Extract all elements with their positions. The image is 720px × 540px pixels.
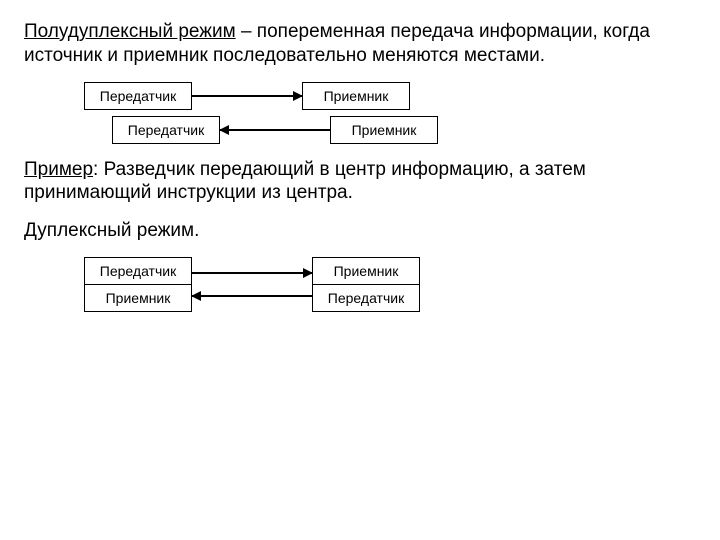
d1-r2-connector	[220, 129, 330, 131]
d2-right-top-box: Приемник	[312, 257, 420, 285]
d1-r1-left-box: Передатчик	[84, 82, 192, 110]
arrow-right-icon	[303, 268, 313, 278]
d2-left-bottom-box: Приемник	[84, 285, 192, 312]
duplex-heading: Дуплексный режим.	[24, 219, 696, 243]
d2-right-bottom-box: Передатчик	[312, 285, 420, 312]
example-paragraph: Пример: Разведчик передающий в центр инф…	[24, 158, 696, 206]
d2-bottom-connector	[192, 295, 312, 297]
duplex-right-stack: Приемник Передатчик	[312, 257, 420, 312]
duplex-connectors	[192, 257, 312, 312]
example-text: : Разведчик передающий в центр информаци…	[24, 159, 586, 204]
d1-r2-right-box: Приемник	[330, 116, 438, 144]
d2-top-connector	[192, 272, 312, 274]
example-label: Пример	[24, 159, 93, 180]
duplex-diagram: Передатчик Приемник Приемник Передатчик	[84, 257, 696, 312]
d1-r2-left-box: Передатчик	[112, 116, 220, 144]
d1-r1-right-box: Приемник	[302, 82, 410, 110]
halfduplex-diagram: Передатчик Приемник Передатчик Приемник	[84, 82, 696, 144]
halfduplex-term: Полудуплексный режим	[24, 21, 236, 42]
arrow-left-icon	[191, 291, 201, 301]
d2-left-top-box: Передатчик	[84, 257, 192, 285]
arrow-right-icon	[293, 91, 303, 101]
diagram1-row2: Передатчик Приемник	[112, 116, 696, 144]
arrow-left-icon	[219, 125, 229, 135]
duplex-left-stack: Передатчик Приемник	[84, 257, 192, 312]
d1-r1-connector	[192, 95, 302, 97]
halfduplex-paragraph: Полудуплексный режим – попеременная пере…	[24, 20, 696, 68]
diagram1-row1: Передатчик Приемник	[84, 82, 696, 110]
